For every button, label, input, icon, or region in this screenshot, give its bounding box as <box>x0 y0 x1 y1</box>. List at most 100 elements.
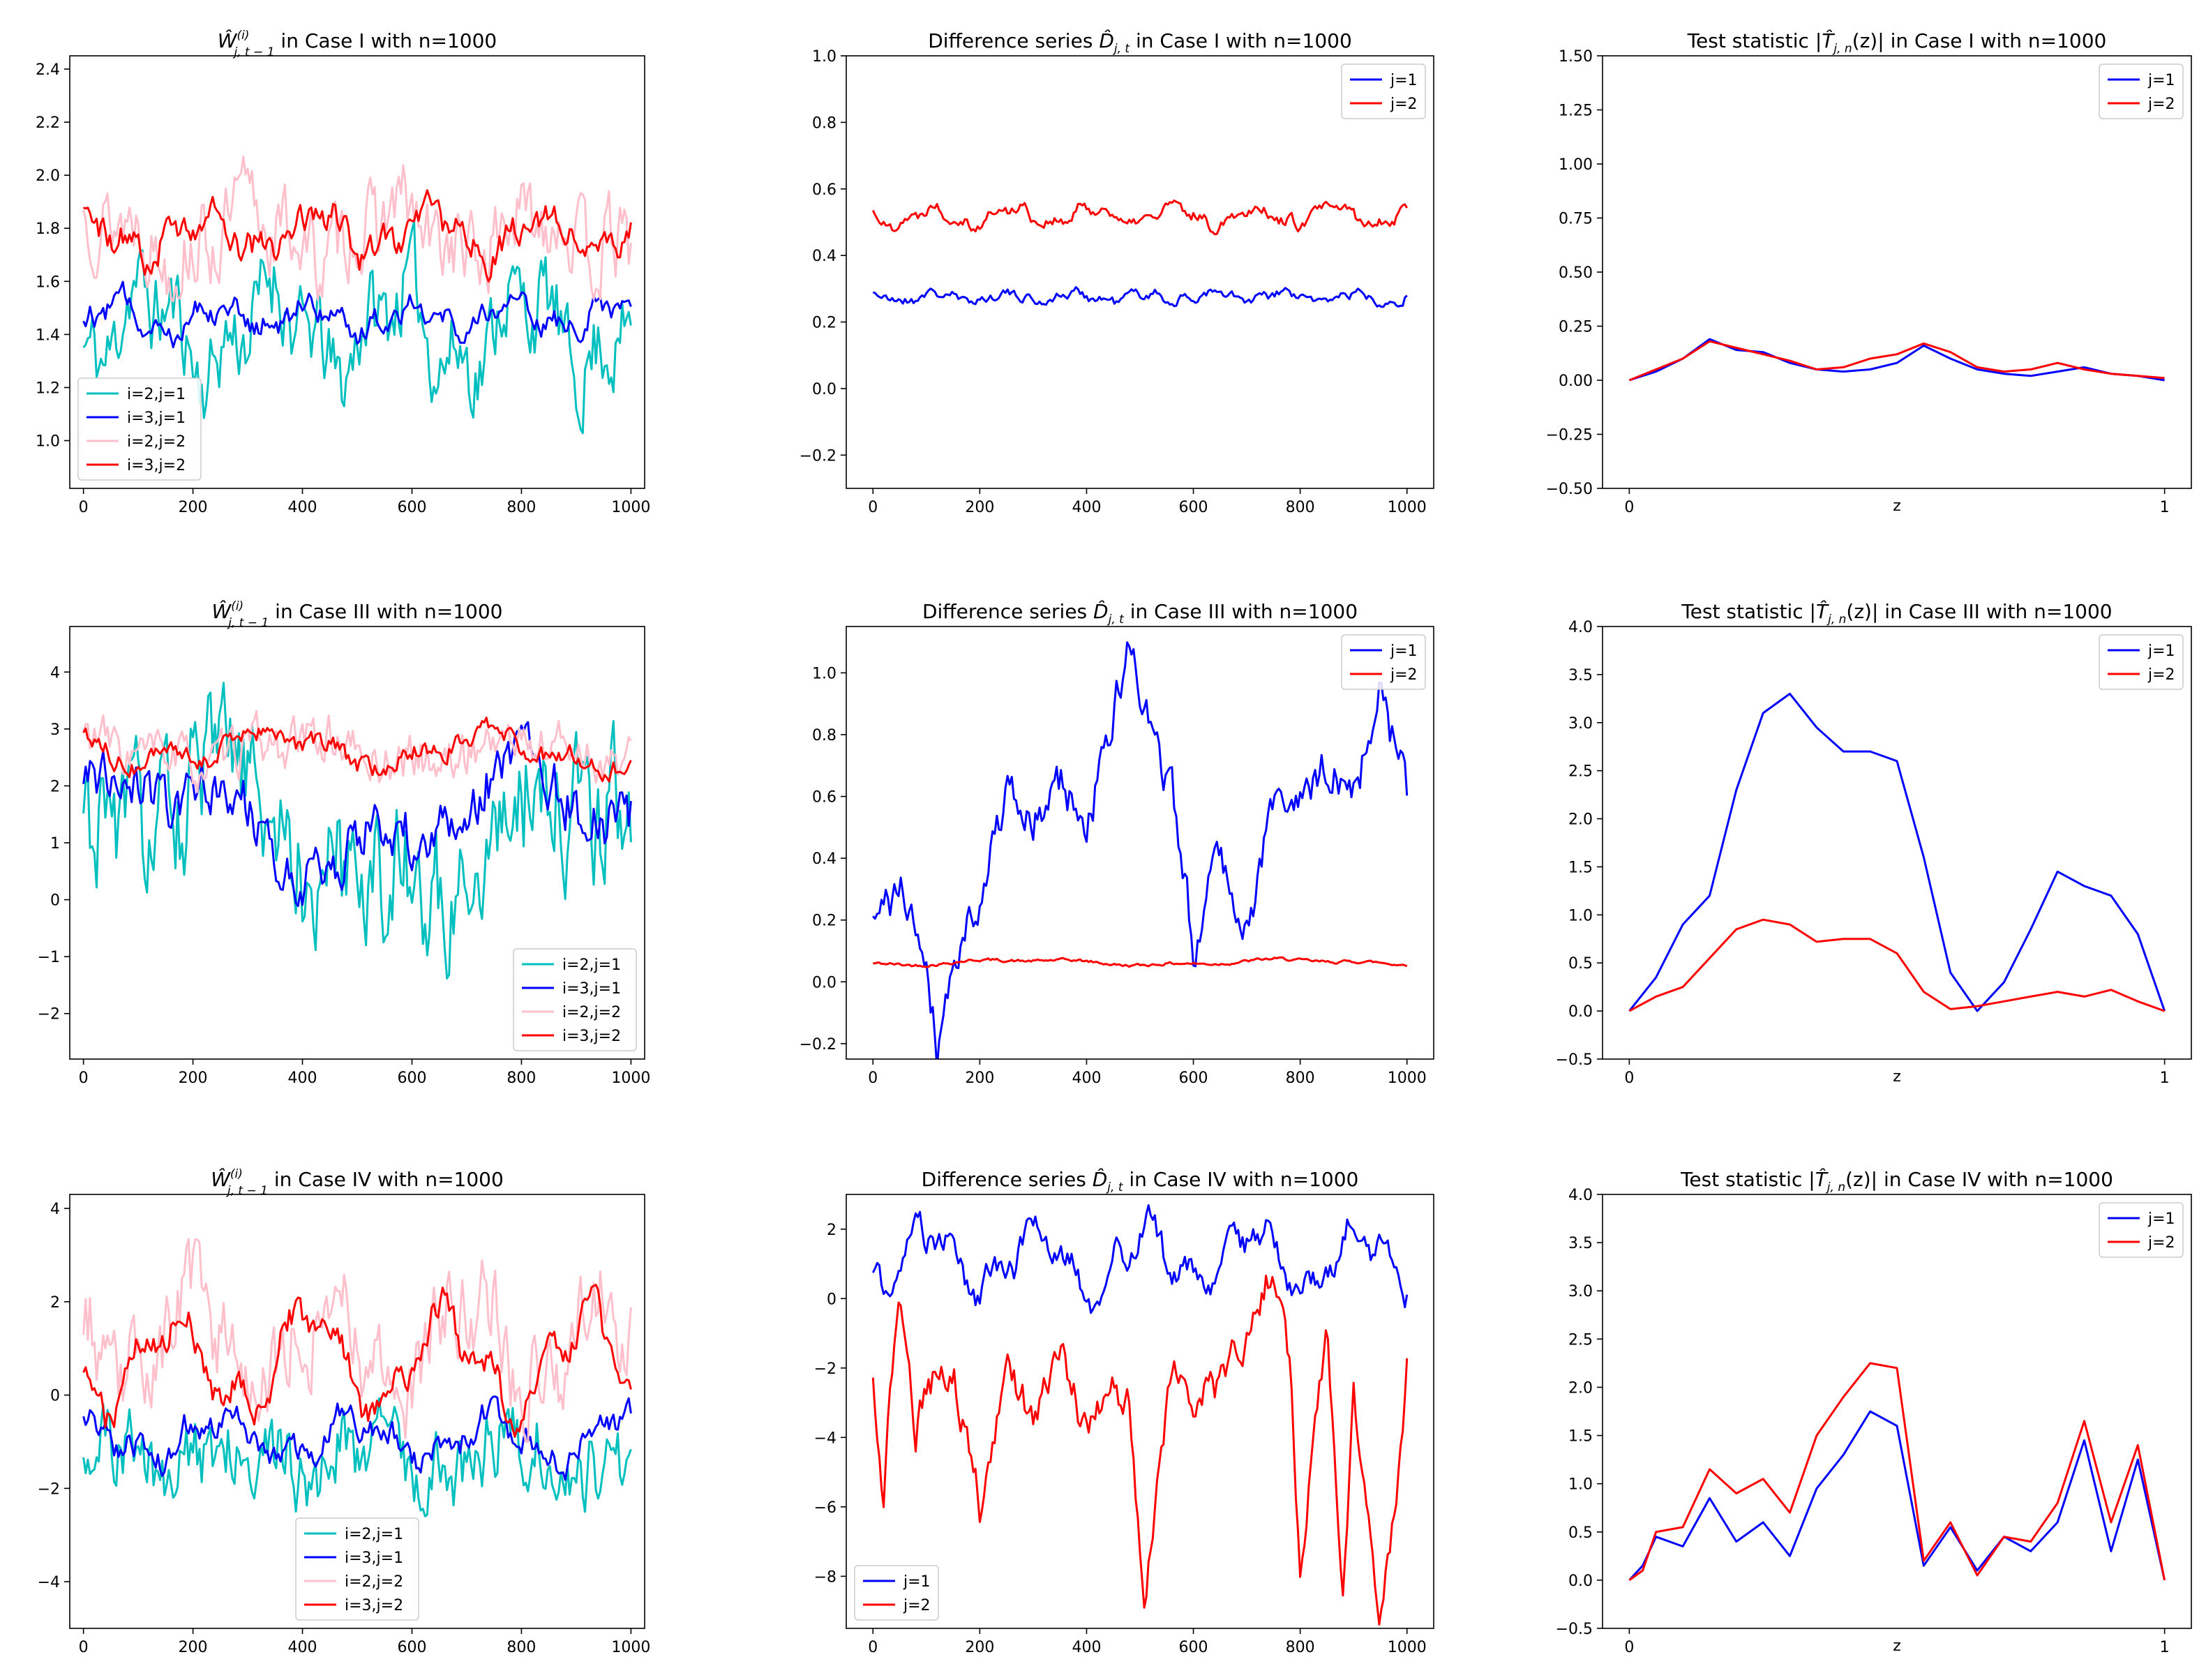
y-tick-label: 2.0 <box>1568 811 1593 829</box>
y-tick-label: 0.4 <box>812 248 836 265</box>
x-tick-label: 1000 <box>1388 1070 1427 1087</box>
y-tick-label: 0.75 <box>1559 211 1593 228</box>
legend-label-0: i=2,j=1 <box>345 1526 403 1543</box>
x-tick-label: 400 <box>1072 1070 1101 1087</box>
legend-box <box>854 1565 939 1621</box>
chart-panel-2: 0 1 −0.50 −0.25 0.00 0.25 0.50 0.75 1.00 1.25 1.50… <box>1546 48 2192 516</box>
axes-frame <box>846 55 1434 489</box>
series-line-7-0 <box>871 1204 1409 1314</box>
x-tick-label: 0 <box>1624 1639 1634 1656</box>
legend-1: j=1j=2 <box>1341 63 1426 119</box>
legend-label-0: i=2,j=1 <box>127 386 186 403</box>
y-tick-label: 0 <box>827 1291 836 1308</box>
legend-7: j=1j=2 <box>854 1565 939 1621</box>
y-tick-label: 1.0 <box>1568 907 1593 924</box>
legend-label-0: i=2,j=1 <box>562 957 621 974</box>
y-tick-label: 0.6 <box>812 789 836 807</box>
x-tick-label: 1 <box>2160 1639 2170 1656</box>
legend-box <box>2099 1202 2184 1258</box>
y-tick-label: 4 <box>50 664 60 682</box>
y-tick-label: 0.8 <box>812 727 836 744</box>
x-tick-label: 800 <box>507 1070 536 1087</box>
x-axis-label: z <box>1893 1637 1901 1655</box>
legend-box <box>2099 63 2184 119</box>
x-tick-label: 200 <box>179 1639 208 1656</box>
x-tick-label: 1000 <box>1388 1639 1427 1656</box>
series-line-0-1 <box>82 280 632 349</box>
x-tick-label: 200 <box>965 1639 994 1656</box>
y-tick-label: 4.0 <box>1568 1187 1593 1204</box>
legend-label-3: i=3,j=2 <box>127 457 186 474</box>
y-tick-label: 0.2 <box>812 315 836 332</box>
x-tick-label: 600 <box>1179 499 1208 516</box>
y-tick-label: 1.50 <box>1559 48 1593 66</box>
y-tick-label: 0.0 <box>1568 1003 1593 1021</box>
series-line-3-1 <box>82 721 632 908</box>
x-tick-label: 800 <box>1286 1639 1315 1656</box>
y-tick-label: 3.0 <box>1568 1283 1593 1300</box>
x-tick-label: 600 <box>1179 1070 1208 1087</box>
x-tick-label: 800 <box>1286 499 1315 516</box>
axes-frame <box>1602 55 2192 489</box>
y-tick-label: 0.6 <box>812 181 836 199</box>
y-tick-label: −0.25 <box>1546 427 1593 444</box>
chart-panel-7: 0 200 400 600 800 1000 −8 −6 −4 −2 0 2 <box>814 1194 1434 1656</box>
y-tick-label: 2.0 <box>36 167 60 185</box>
y-tick-label: −2 <box>814 1360 836 1378</box>
series-line-8-0 <box>1628 1410 2166 1581</box>
y-tick-label: 1.0 <box>812 665 836 682</box>
chart-title-1: Difference series D̂j, t in Case I with … <box>928 29 1352 56</box>
x-tick-label: 200 <box>965 1070 994 1087</box>
series-line-4-1 <box>873 956 1408 968</box>
legend-label-1: j=2 <box>2147 1234 2175 1252</box>
chart-title-4: Difference series D̂j, t in Case III wit… <box>922 600 1358 627</box>
x-tick-label: 0 <box>1624 499 1634 516</box>
legend-box <box>295 1517 419 1621</box>
legend-box <box>1341 634 1426 690</box>
y-tick-label: 2.0 <box>1568 1379 1593 1397</box>
y-tick-label: 1.8 <box>36 220 60 238</box>
legend-box <box>513 948 637 1051</box>
x-tick-label: 800 <box>507 499 536 516</box>
series-line-1-0 <box>872 286 1408 308</box>
y-tick-label: 2 <box>827 1222 836 1239</box>
x-tick-label: 1000 <box>1388 499 1427 516</box>
y-tick-label: −1 <box>38 949 60 966</box>
x-tick-label: 400 <box>288 1070 317 1087</box>
legend-8: j=1j=2 <box>2099 1202 2184 1258</box>
axes-frame <box>846 1194 1434 1629</box>
y-tick-label: 2.4 <box>36 61 60 79</box>
x-axis-label: z <box>1893 497 1901 515</box>
axes-frame <box>1602 1194 2192 1629</box>
chart-title-7: Difference series D̂j, t in Case IV with… <box>922 1168 1359 1194</box>
chart-title-3: Ŵ(i) j, t − 1 in Case III with n=1000 <box>212 599 503 630</box>
x-tick-label: 600 <box>397 1070 426 1087</box>
y-tick-label: 3.5 <box>1568 1235 1593 1252</box>
y-tick-label: 0.0 <box>812 974 836 991</box>
chart-title-6: Ŵ(i) j, t − 1 in Case IV with n=1000 <box>211 1167 504 1198</box>
y-tick-label: −6 <box>814 1499 836 1517</box>
y-tick-label: 0.0 <box>812 381 836 398</box>
y-tick-label: 2.2 <box>36 114 60 132</box>
legend-label-0: j=1 <box>2147 1210 2175 1228</box>
legend-label-1: i=3,j=1 <box>345 1550 403 1567</box>
x-tick-label: 0 <box>868 1639 878 1656</box>
x-tick-label: 200 <box>965 499 994 516</box>
series-line-6-0 <box>82 1397 632 1517</box>
legend-label-1: j=2 <box>1390 96 1418 113</box>
x-tick-label: 1000 <box>611 499 650 516</box>
legend-box <box>2099 634 2184 690</box>
series-line-0-3 <box>83 189 632 283</box>
y-tick-label: 2 <box>50 778 60 795</box>
series-line-2-0 <box>1628 338 2165 382</box>
y-tick-label: 1.5 <box>1568 859 1593 876</box>
chart-title-8: Test statistic |T̂j, n(z)| in Case IV wi… <box>1680 1168 2113 1194</box>
series-line-7-1 <box>871 1275 1409 1626</box>
x-tick-label: 800 <box>1286 1070 1315 1087</box>
chart-title-5: Test statistic |T̂j, n(z)| in Case III w… <box>1681 600 2112 627</box>
legend-4: j=1j=2 <box>1341 634 1426 690</box>
series-line-2-1 <box>1628 340 2165 382</box>
y-tick-label: 1.00 <box>1559 156 1593 174</box>
x-tick-label: 400 <box>1072 1639 1101 1656</box>
x-tick-label: 0 <box>1624 1070 1634 1087</box>
